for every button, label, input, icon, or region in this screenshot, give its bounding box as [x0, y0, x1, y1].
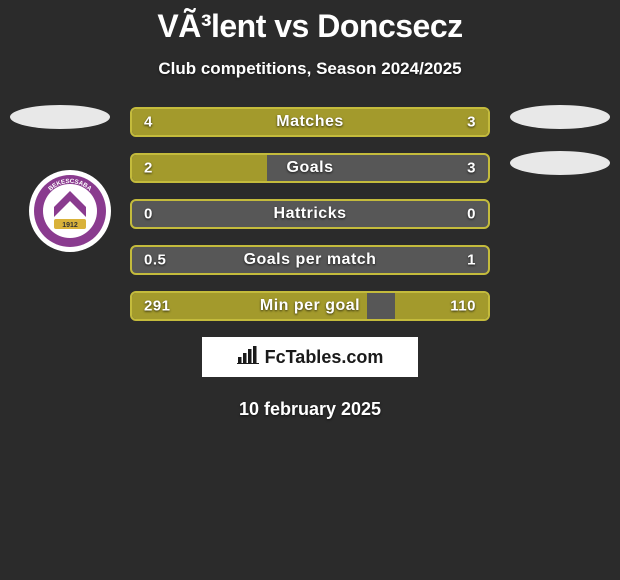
bar-chart-icon	[237, 346, 259, 369]
fctables-logo: FcTables.com	[202, 337, 418, 377]
stat-value-right: 110	[450, 298, 476, 315]
stat-row: 0.5 Goals per match 1	[130, 245, 490, 275]
stat-value-left: 4	[144, 114, 153, 131]
stat-label: Goals	[287, 159, 334, 177]
player-left-pill	[10, 105, 110, 129]
stat-value-left: 2	[144, 160, 153, 177]
fctables-text: FcTables.com	[265, 347, 384, 368]
stat-label: Goals per match	[244, 251, 377, 269]
player-right-pill-1	[510, 105, 610, 129]
player-right-pill-2	[510, 151, 610, 175]
stat-row: 4 Matches 3	[130, 107, 490, 137]
stat-value-right: 1	[467, 252, 476, 269]
stat-row: 0 Hattricks 0	[130, 199, 490, 229]
stat-label: Hattricks	[274, 205, 347, 223]
stats-area: 1912 BEKESCSABA 1912 ELORE SE 4Matches32…	[0, 107, 620, 321]
stat-value-left: 0	[144, 206, 153, 223]
stat-value-left: 291	[144, 298, 171, 315]
stat-value-left: 0.5	[144, 252, 166, 269]
club-badge: 1912 BEKESCSABA 1912 ELORE SE	[28, 169, 112, 253]
svg-text:1912: 1912	[62, 222, 78, 229]
stat-label: Min per goal	[260, 297, 360, 315]
stat-value-right: 3	[467, 160, 476, 177]
subtitle: Club competitions, Season 2024/2025	[0, 59, 620, 79]
page-title: VÃ³lent vs Doncsecz	[0, 0, 620, 45]
stat-row: 291 Min per goal 110	[130, 291, 490, 321]
stat-row: 2 Goals 3	[130, 153, 490, 183]
stat-label: Matches	[276, 113, 344, 131]
stat-value-right: 0	[467, 206, 476, 223]
date-text: 10 february 2025	[0, 399, 620, 420]
stat-value-right: 3	[467, 114, 476, 131]
